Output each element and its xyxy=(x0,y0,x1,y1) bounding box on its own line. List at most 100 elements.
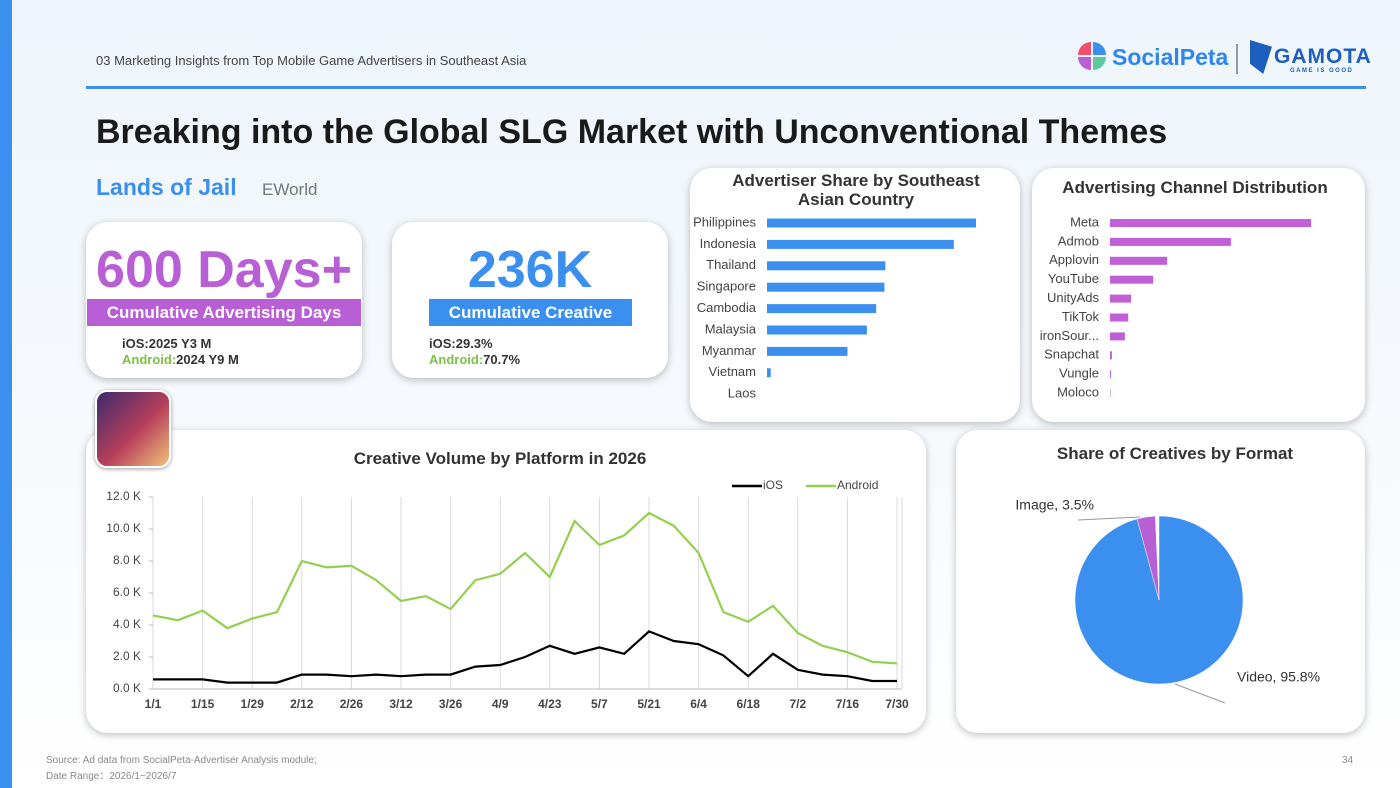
x-tick-label: 1/15 xyxy=(191,697,215,711)
pie-slice xyxy=(1136,515,1160,601)
chart-title: Share of Creatives by Format xyxy=(1056,444,1294,463)
chart-title: Advertising Channel Distribution xyxy=(1062,178,1328,197)
bar xyxy=(1110,294,1132,303)
y-tick-label: Thailand xyxy=(706,257,756,272)
y-tick-label: Philippines xyxy=(693,214,756,229)
y-tick-label: Snapchat xyxy=(1044,347,1099,362)
detail-value: 70.7% xyxy=(483,352,521,367)
platform: Android: xyxy=(429,352,484,367)
data-label: Image, 3.5% xyxy=(1015,497,1094,513)
bar xyxy=(1110,370,1111,379)
y-tick-label: Laos xyxy=(728,386,757,401)
kpi-card: 600 Days+ Cumulative Advertising Days iO… xyxy=(86,222,362,378)
leader-line xyxy=(1077,516,1141,521)
x-tick-label: 6/18 xyxy=(737,697,761,711)
platform: iOS: xyxy=(429,336,456,351)
bar xyxy=(767,218,976,228)
kpi-value: 600 Days+ xyxy=(96,241,352,299)
bar xyxy=(1110,351,1112,360)
game-developer: EWorld xyxy=(262,180,318,199)
x-tick-label: 2/12 xyxy=(290,697,314,711)
kpi-label: Cumulative Advertising Days xyxy=(87,299,361,326)
detail-value: 2025 Y3 M xyxy=(148,336,212,351)
footer-date-range: Date Range：2026/1~2026/7 xyxy=(46,771,177,782)
footer-source: Source: Ad data from SocialPeta-Advertis… xyxy=(46,755,317,766)
y-tick-label: Indonesia xyxy=(700,236,757,251)
y-tick-label: UnityAds xyxy=(1047,290,1100,305)
y-tick-label: Vietnam xyxy=(709,364,756,379)
header-rule xyxy=(86,86,1366,89)
y-tick-label: 6.0 K xyxy=(113,585,141,599)
y-tick-label: Malaysia xyxy=(705,321,757,336)
y-tick-label: Myanmar xyxy=(702,343,757,358)
bar xyxy=(767,282,885,292)
bar xyxy=(767,325,867,335)
bar xyxy=(767,368,771,378)
x-tick-label: 5/21 xyxy=(637,697,661,711)
y-tick-label: Moloco xyxy=(1057,385,1099,400)
bar xyxy=(1110,219,1311,227)
logo-gamota: GAMOTA xyxy=(1274,45,1372,68)
x-tick-label: 7/16 xyxy=(836,697,860,711)
bar xyxy=(767,261,886,271)
y-tick-label: Singapore xyxy=(697,279,756,294)
legend-label: Android xyxy=(837,478,878,492)
detail-value: 29.3% xyxy=(455,336,493,351)
x-tick-label: 3/12 xyxy=(389,697,413,711)
bar xyxy=(1110,332,1125,341)
x-tick-label: 4/9 xyxy=(492,697,509,711)
y-tick-label: 2.0 K xyxy=(113,649,141,663)
kpi-detail: iOS:2025 Y3 M xyxy=(122,336,211,352)
chart-title: Advertiser Share by Southeast Asian Coun… xyxy=(732,171,980,209)
game-icon xyxy=(95,390,171,468)
x-tick-label: 5/7 xyxy=(591,697,608,711)
kpi-value: 236K xyxy=(467,241,593,299)
y-tick-label: 12.0 K xyxy=(106,489,141,503)
series-line xyxy=(153,630,897,684)
x-tick-label: 1/29 xyxy=(241,697,265,711)
kpi-label: Cumulative Creative Volume xyxy=(429,299,632,349)
x-tick-label: 7/2 xyxy=(789,697,806,711)
logo-socialpeta: SocialPeta xyxy=(1112,44,1229,70)
platform: Android: xyxy=(122,352,177,367)
data-label: Video, 95.8% xyxy=(1237,669,1320,685)
x-tick-label: 4/23 xyxy=(538,697,562,711)
y-tick-label: TikTok xyxy=(1062,309,1100,324)
kpi-detail: Android:2024 Y9 M xyxy=(122,352,239,368)
logo-tagline: GAME IS GOOD xyxy=(1290,68,1354,74)
x-tick-label: 7/30 xyxy=(885,697,909,711)
y-tick-label: Applovin xyxy=(1049,252,1099,267)
detail-value: 2024 Y9 M xyxy=(176,352,239,367)
bar xyxy=(767,304,877,314)
x-tick-label: 2/26 xyxy=(340,697,364,711)
y-tick-label: Cambodia xyxy=(697,300,757,315)
y-tick-label: 10.0 K xyxy=(106,521,141,535)
chart-card xyxy=(690,168,1020,422)
x-tick-label: 6/4 xyxy=(690,697,707,711)
platform: iOS: xyxy=(122,336,149,351)
y-tick-label: 8.0 K xyxy=(113,553,141,567)
y-tick-label: ironSour... xyxy=(1040,328,1099,343)
x-tick-label: 1/1 xyxy=(145,697,162,711)
chart-card xyxy=(1032,168,1365,422)
game-name: Lands of Jail xyxy=(96,174,237,200)
bar xyxy=(1110,256,1168,265)
y-tick-label: YouTube xyxy=(1048,271,1099,286)
y-tick-label: Meta xyxy=(1070,214,1100,229)
kpi-card: 236K Cumulative Creative Volume iOS:29.3… xyxy=(392,222,668,378)
bar xyxy=(1110,313,1129,322)
logo-separator xyxy=(1236,44,1238,74)
slide-subtitle: 03 Marketing Insights from Top Mobile Ga… xyxy=(96,53,527,68)
kpi-detail: Android:70.7% xyxy=(429,352,520,368)
side-bar xyxy=(0,0,12,788)
y-tick-label: Admob xyxy=(1058,233,1099,248)
y-tick-label: 4.0 K xyxy=(113,617,141,631)
bar xyxy=(1110,275,1154,284)
y-tick-label: Vungle xyxy=(1059,366,1099,381)
series-line xyxy=(152,511,898,665)
x-tick-label: 3/26 xyxy=(439,697,463,711)
bar xyxy=(1110,237,1231,246)
chart-title: Creative Volume by Platform in 2026 xyxy=(353,449,647,468)
